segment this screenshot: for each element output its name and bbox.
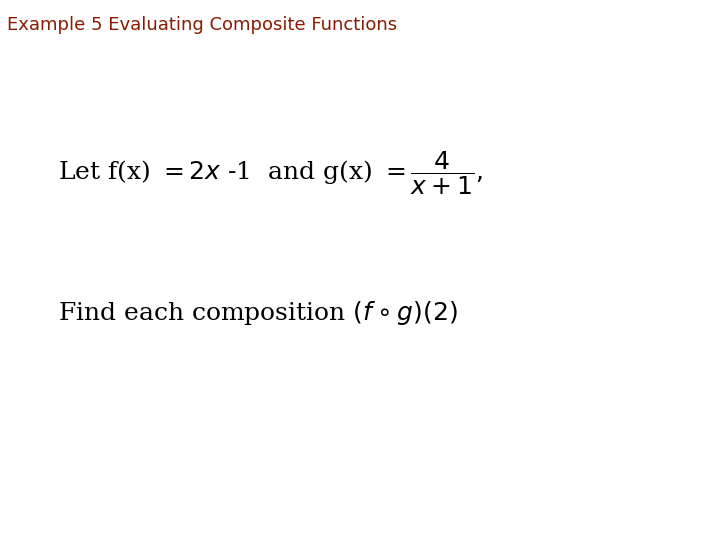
Text: Find each composition $(f \circ g)(2)$: Find each composition $(f \circ g)(2)$ (58, 299, 457, 327)
Text: Example 5 Evaluating Composite Functions: Example 5 Evaluating Composite Functions (7, 16, 397, 34)
Text: Let f(x) $= 2x$ -1  and g(x) $=\dfrac{4}{x+1},$: Let f(x) $= 2x$ -1 and g(x) $=\dfrac{4}{… (58, 149, 482, 197)
